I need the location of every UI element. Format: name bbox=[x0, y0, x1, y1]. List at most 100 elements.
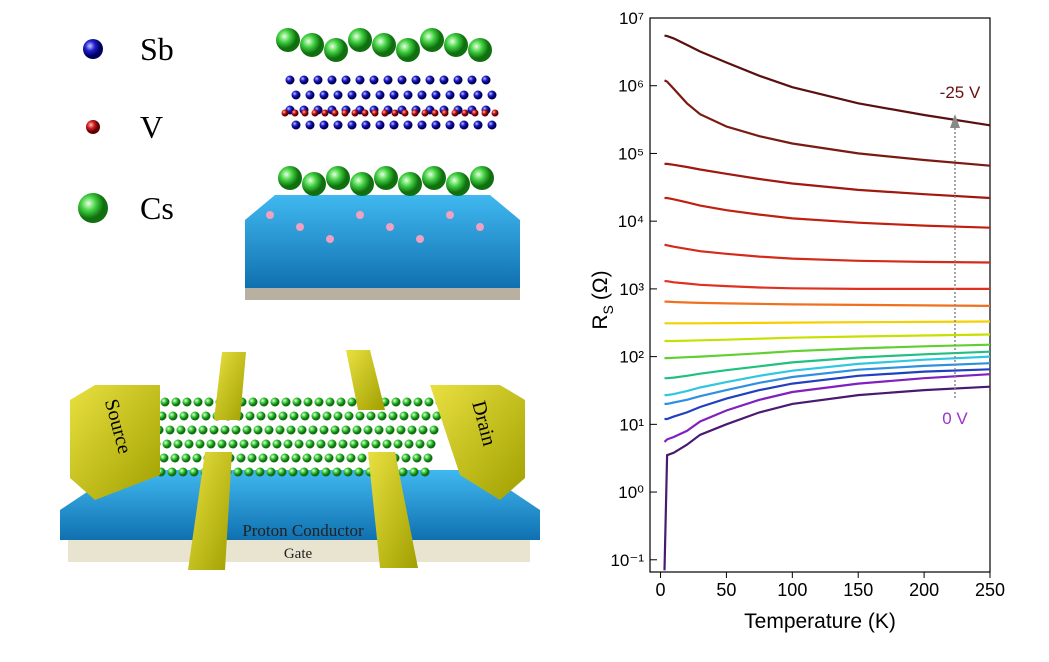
cs-atom bbox=[398, 172, 422, 196]
lattice-atom bbox=[418, 425, 428, 435]
cs-atom bbox=[348, 28, 372, 52]
data-line bbox=[664, 34, 991, 127]
sb-atom bbox=[459, 120, 469, 130]
lattice-atom bbox=[286, 425, 296, 435]
lattice-atom bbox=[206, 439, 216, 449]
lattice-atom bbox=[159, 453, 169, 463]
sb-atom bbox=[347, 90, 357, 100]
data-line bbox=[663, 385, 991, 571]
lattice-atom bbox=[189, 467, 199, 477]
lattice-atom bbox=[343, 467, 353, 477]
v-atom bbox=[321, 109, 329, 117]
data-line bbox=[664, 362, 991, 405]
lattice-atom bbox=[382, 439, 392, 449]
lattice-atom bbox=[355, 411, 365, 421]
lattice-atom bbox=[264, 425, 274, 435]
lattice-atom bbox=[256, 411, 266, 421]
lattice-atom bbox=[165, 425, 175, 435]
annotation: 0 V bbox=[942, 409, 968, 428]
substrate-base bbox=[245, 288, 520, 300]
y-tick-label: 10⁴ bbox=[618, 212, 644, 231]
sb-atom bbox=[411, 75, 421, 85]
sb-atom bbox=[417, 90, 427, 100]
lattice-atom bbox=[294, 439, 304, 449]
sb-atom bbox=[361, 120, 371, 130]
data-line bbox=[664, 280, 990, 290]
cs-atom bbox=[422, 166, 446, 190]
sb-atom bbox=[487, 120, 497, 130]
lattice-atom bbox=[160, 397, 170, 407]
lattice-atom bbox=[346, 453, 356, 463]
lattice-atom bbox=[398, 467, 408, 477]
x-axis-label: Temperature (K) bbox=[744, 610, 896, 633]
lattice-atom bbox=[325, 397, 335, 407]
lattice-atom bbox=[244, 467, 254, 477]
lattice-atom bbox=[181, 453, 191, 463]
lattice-atom bbox=[421, 411, 431, 421]
lattice-atom bbox=[413, 397, 423, 407]
y-label-unit: (Ω) bbox=[589, 270, 612, 300]
lattice-atom bbox=[341, 425, 351, 435]
plot-frame bbox=[649, 17, 991, 573]
lattice-atom bbox=[248, 397, 258, 407]
lattice-atom bbox=[404, 439, 414, 449]
lattice-atom bbox=[330, 425, 340, 435]
lattice-atom bbox=[255, 467, 265, 477]
lattice-atom bbox=[190, 411, 200, 421]
v-sphere bbox=[86, 120, 100, 134]
sb-atom bbox=[481, 75, 491, 85]
gate-label: Gate bbox=[284, 546, 313, 562]
lattice-atom bbox=[228, 439, 238, 449]
cs-atom bbox=[374, 166, 398, 190]
sb-atom bbox=[305, 120, 315, 130]
lattice-atom bbox=[288, 467, 298, 477]
cs-atom bbox=[446, 172, 470, 196]
sb-atom bbox=[319, 120, 329, 130]
v-atom bbox=[451, 109, 459, 117]
lattice-atom bbox=[310, 467, 320, 477]
legend-label: V bbox=[140, 109, 163, 145]
sb-atom bbox=[319, 90, 329, 100]
lattice-atom bbox=[396, 425, 406, 435]
v-atom bbox=[281, 109, 289, 117]
sb-atom bbox=[467, 75, 477, 85]
lattice-atom bbox=[354, 467, 364, 477]
data-line bbox=[664, 320, 991, 325]
sb-atom bbox=[333, 90, 343, 100]
annotation: -25 V bbox=[940, 83, 981, 102]
lattice-atom bbox=[349, 439, 359, 449]
lattice-atom bbox=[412, 453, 422, 463]
probe-pad bbox=[214, 352, 246, 420]
y-tick-label: 10⁻¹ bbox=[610, 551, 644, 570]
lattice-atom bbox=[423, 453, 433, 463]
lattice-atom bbox=[184, 439, 194, 449]
y-tick-label: 10³ bbox=[619, 280, 644, 299]
probe-pad bbox=[188, 452, 232, 570]
lattice-atom bbox=[426, 439, 436, 449]
substrate bbox=[245, 195, 520, 288]
sb-atom bbox=[439, 75, 449, 85]
lattice-atom bbox=[173, 439, 183, 449]
lattice-atom bbox=[167, 467, 177, 477]
data-line bbox=[664, 350, 991, 380]
lattice-atom bbox=[278, 411, 288, 421]
data-line bbox=[664, 162, 991, 200]
lattice-atom bbox=[258, 453, 268, 463]
lattice-atom bbox=[401, 453, 411, 463]
cs-atom bbox=[326, 166, 350, 190]
y-tick-label: 10⁷ bbox=[619, 9, 644, 28]
lattice-atom bbox=[415, 439, 425, 449]
cs-atom bbox=[302, 172, 326, 196]
crystal bbox=[266, 28, 499, 243]
cs-atom bbox=[468, 38, 492, 62]
proton bbox=[326, 235, 334, 243]
v-atom bbox=[311, 109, 319, 117]
legend-label: Cs bbox=[140, 190, 174, 226]
proton-conductor-layer bbox=[60, 470, 540, 540]
lattice-atom bbox=[195, 439, 205, 449]
lattice-atom bbox=[168, 411, 178, 421]
cs-atom bbox=[276, 28, 300, 52]
cs-atom bbox=[470, 166, 494, 190]
cs-atom bbox=[324, 38, 348, 62]
data-line bbox=[664, 243, 991, 264]
